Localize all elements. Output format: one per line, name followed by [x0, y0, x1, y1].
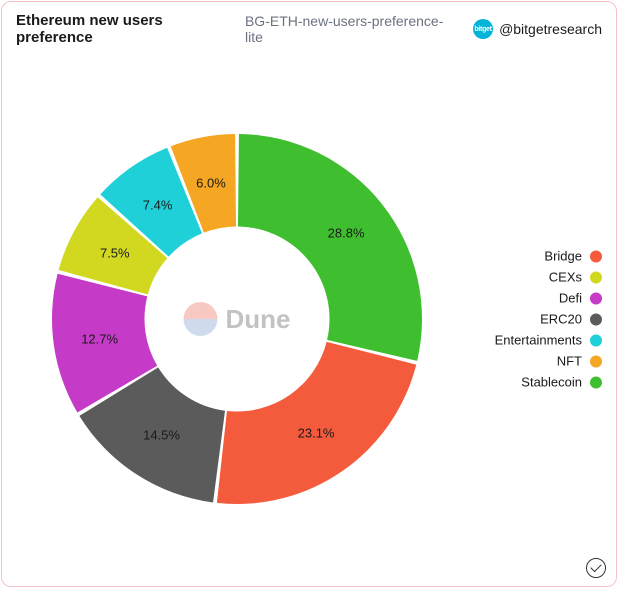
slice-bridge[interactable]	[217, 342, 416, 504]
legend-label: Defi	[559, 291, 582, 306]
chart-zone: Dune 28.8% 23.1% 14.5% 12.7% 7.5% 7.4% 6.0% Br…	[2, 52, 616, 586]
dune-logo-icon	[184, 302, 218, 336]
slice-label: 14.5%	[143, 428, 180, 443]
chart-card: Ethereum new users preference BG-ETH-new…	[1, 1, 617, 587]
legend-item[interactable]: CEXs	[495, 270, 602, 285]
legend-dot-icon	[590, 271, 602, 283]
watermark: Dune	[184, 302, 291, 336]
legend-label: Entertainments	[495, 333, 582, 348]
legend-item[interactable]: Bridge	[495, 249, 602, 264]
legend-label: CEXs	[549, 270, 582, 285]
slice-label: 6.0%	[196, 175, 226, 190]
slice-label: 23.1%	[298, 426, 335, 441]
watermark-text: Dune	[226, 304, 291, 335]
attribution-handle: @bitgetresearch	[499, 21, 602, 37]
attribution-badge-icon: bitget	[473, 19, 493, 39]
legend-dot-icon	[590, 250, 602, 262]
legend-dot-icon	[590, 376, 602, 388]
legend-item[interactable]: NFT	[495, 354, 602, 369]
legend-label: ERC20	[540, 312, 582, 327]
verified-check-icon[interactable]	[586, 558, 606, 578]
legend-item[interactable]: Stablecoin	[495, 375, 602, 390]
legend-dot-icon	[590, 313, 602, 325]
legend: Bridge CEXs Defi ERC20 Entertainments NFT Stab…	[495, 249, 602, 390]
legend-label: Stablecoin	[521, 375, 582, 390]
slice-label: 28.8%	[328, 226, 365, 241]
legend-label: NFT	[557, 354, 582, 369]
chart-subtitle: BG-ETH-new-users-preference-lite	[245, 13, 453, 45]
attribution[interactable]: bitget @bitgetresearch	[473, 19, 602, 39]
legend-dot-icon	[590, 334, 602, 346]
slice-label: 7.5%	[100, 246, 130, 261]
legend-item[interactable]: Defi	[495, 291, 602, 306]
legend-dot-icon	[590, 355, 602, 367]
legend-dot-icon	[590, 292, 602, 304]
legend-item[interactable]: Entertainments	[495, 333, 602, 348]
chart-title: Ethereum new users preference	[16, 12, 235, 46]
legend-label: Bridge	[544, 249, 582, 264]
slice-label: 12.7%	[81, 331, 118, 346]
card-header: Ethereum new users preference BG-ETH-new…	[2, 2, 616, 52]
slice-label: 7.4%	[143, 198, 173, 213]
legend-item[interactable]: ERC20	[495, 312, 602, 327]
donut-chart: Dune 28.8% 23.1% 14.5% 12.7% 7.5% 7.4% 6.0%	[22, 104, 452, 534]
